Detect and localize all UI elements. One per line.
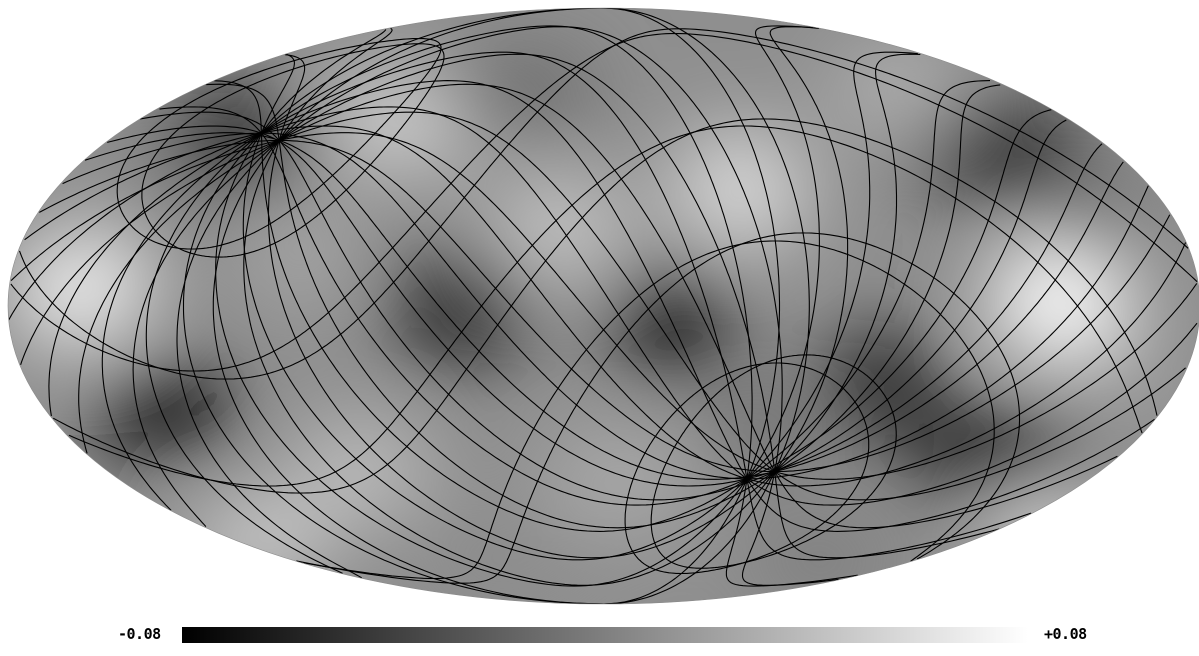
graticule-a-meridian [215,25,820,587]
graticule-b-parallel [52,118,1158,494]
graticule-b-meridian [243,26,849,586]
colorbar-max-label: +0.08 [1044,625,1087,643]
field-blob-10 [895,410,1075,490]
graticule-a-parallel [68,125,1143,487]
graticule-a-meridian [24,125,1187,487]
graticule-b-meridian [20,111,1186,501]
colorbar-gradient [182,627,1028,643]
graticule-b-meridian [78,83,1118,529]
field-blob-1 [165,95,315,185]
graticule-a-parallel [624,362,870,575]
graticule-b-meridian [132,53,1000,559]
mollweide-sky-map [7,7,1199,605]
graticule-b-meridian [205,83,1001,529]
map-outline [7,7,1199,605]
field-blob-12 [540,425,700,535]
graticule-b-parallel [296,232,1021,584]
graticule-b-meridian [84,132,1124,480]
field-blob-15 [710,385,810,475]
field-blob-11 [290,420,430,520]
field-blob-9 [915,100,1085,200]
graticule-b-meridian [176,26,839,586]
graticule-a-parallel [116,37,442,250]
graticule-b-meridian [10,132,1198,480]
field-blob-6 [485,175,635,285]
field-blob-19 [1045,180,1155,260]
colorbar-min-label: -0.08 [118,625,161,643]
graticule-b-parallel [141,43,445,258]
field-blob-18 [1075,330,1185,430]
map-disk [8,8,1199,604]
graticule-b-parallel [650,354,897,569]
graticule-b-meridian [267,53,921,559]
graticule-b-meridian [39,139,1171,473]
colorbar [182,627,1028,643]
field-blob-24 [990,505,1110,575]
field-blob-22 [420,520,580,600]
field-blob-20 [830,50,970,130]
graticule-a-meridian [8,106,1198,506]
field-blob-16 [95,165,205,255]
field-blob-7 [670,130,810,250]
graticule-b-parallel [18,28,1189,380]
field-blob-4 [390,255,530,365]
graticule-a-meridian [107,125,1103,487]
field-blob-17 [440,50,600,130]
graticule-b-meridian [140,111,1067,501]
graticule-lines [8,8,1198,604]
